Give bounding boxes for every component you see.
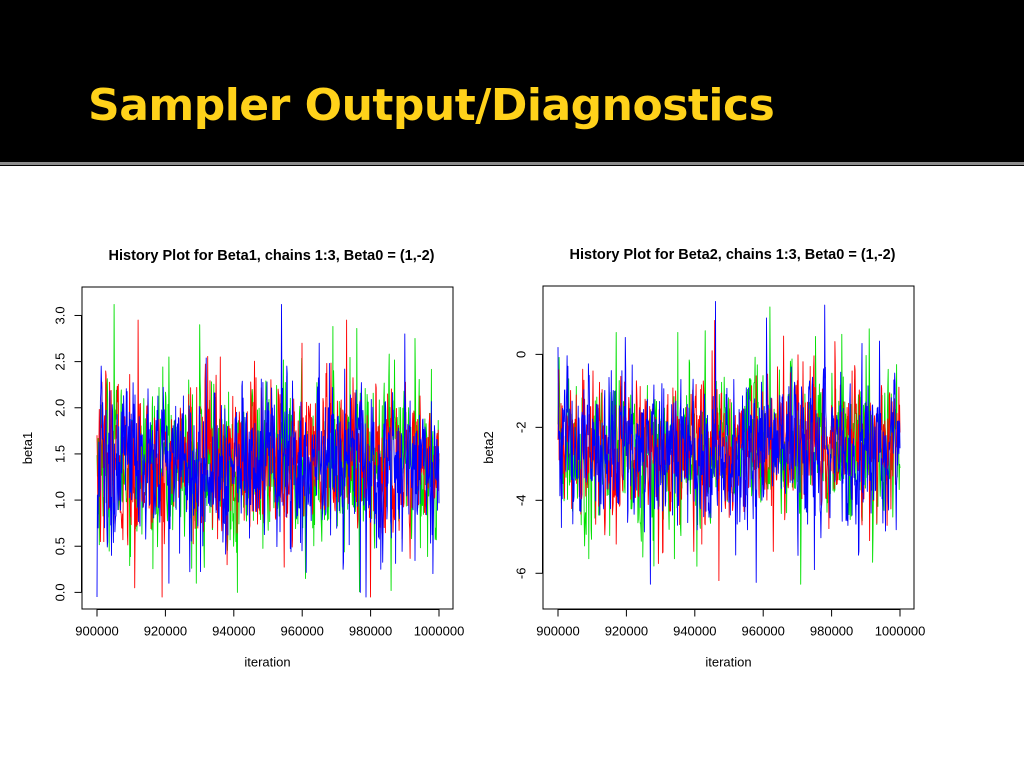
y-axis-label: beta1 bbox=[20, 432, 35, 465]
title-divider bbox=[0, 162, 1024, 165]
x-tick-label: 900000 bbox=[536, 624, 579, 639]
x-tick-label: 940000 bbox=[673, 624, 716, 639]
y-tick-label: 0.5 bbox=[53, 537, 68, 555]
x-tick-label: 1000000 bbox=[875, 624, 926, 639]
x-axis: 900000 920000 940000 960000 980000 1000000 bbox=[536, 609, 926, 639]
y-tick-label: 2.5 bbox=[53, 353, 68, 371]
chain-3-trace bbox=[96, 303, 440, 598]
x-axis: 900000 920000 940000 960000 980000 1000000 bbox=[75, 609, 465, 639]
slide-title: Sampler Output/Diagnostics bbox=[88, 80, 775, 131]
history-plot-beta1: History Plot for Beta1, chains 1:3, Beta… bbox=[20, 248, 465, 670]
x-tick-label: 920000 bbox=[144, 624, 187, 639]
x-tick-label: 960000 bbox=[742, 624, 785, 639]
y-tick-label: 1.0 bbox=[53, 491, 68, 509]
y-tick-label: 3.0 bbox=[53, 306, 68, 324]
y-tick-label: 1.5 bbox=[53, 445, 68, 463]
x-tick-label: 980000 bbox=[810, 624, 853, 639]
title-band: Sampler Output/Diagnostics bbox=[0, 0, 1024, 160]
y-axis: 0.0 0.5 1.0 1.5 2.0 2.5 3.0 bbox=[53, 306, 82, 601]
y-tick-label: -2 bbox=[514, 422, 529, 434]
x-tick-label: 920000 bbox=[605, 624, 648, 639]
y-tick-label: -4 bbox=[514, 495, 529, 507]
slide-content: History Plot for Beta1, chains 1:3, Beta… bbox=[0, 166, 1024, 768]
chain-3-trace bbox=[557, 301, 901, 585]
history-plot-beta2: History Plot for Beta2, chains 1:3, Beta… bbox=[481, 247, 926, 670]
x-axis-label: iteration bbox=[705, 655, 751, 670]
plot-title: History Plot for Beta1, chains 1:3, Beta… bbox=[109, 248, 435, 264]
y-tick-label: 0 bbox=[514, 351, 529, 358]
plot-title: History Plot for Beta2, chains 1:3, Beta… bbox=[570, 247, 896, 263]
y-tick-label: 2.0 bbox=[53, 399, 68, 417]
x-tick-label: 940000 bbox=[212, 624, 255, 639]
x-tick-label: 900000 bbox=[75, 624, 118, 639]
x-tick-label: 960000 bbox=[281, 624, 324, 639]
y-axis: 0 -2 -4 -6 bbox=[514, 351, 543, 579]
x-axis-label: iteration bbox=[244, 655, 290, 670]
x-tick-label: 1000000 bbox=[414, 624, 465, 639]
y-axis-label: beta2 bbox=[481, 431, 496, 464]
y-tick-label: 0.0 bbox=[53, 583, 68, 601]
x-tick-label: 980000 bbox=[349, 624, 392, 639]
y-tick-label: -6 bbox=[514, 568, 529, 580]
